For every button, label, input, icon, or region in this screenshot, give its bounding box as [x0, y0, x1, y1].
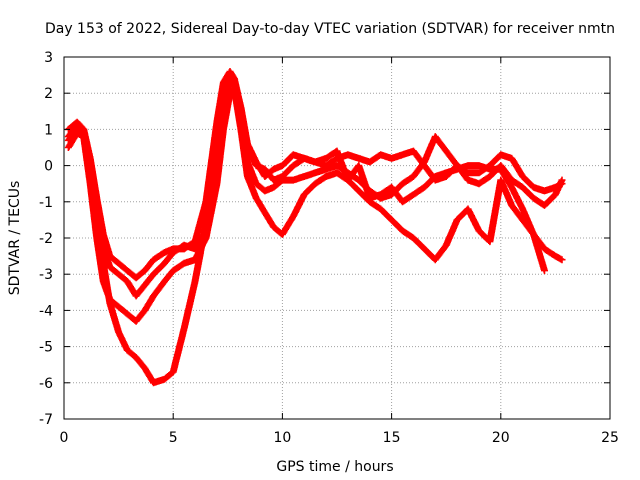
x-tick-label: 0 — [60, 430, 69, 446]
y-tick-label: 2 — [44, 86, 53, 102]
x-tick-label: 15 — [383, 430, 401, 446]
y-tick-label: -1 — [39, 195, 53, 211]
series-day-4 — [65, 79, 548, 387]
x-axis-label: GPS time / hours — [276, 459, 393, 475]
chart-title: Day 153 of 2022, Sidereal Day-to-day VTE… — [45, 21, 615, 37]
series-markers — [65, 79, 548, 387]
grid — [64, 57, 610, 419]
y-tick-label: -7 — [39, 412, 53, 428]
x-tick-label: 25 — [601, 430, 619, 446]
axes: 0 5 10 15 20 25 -7 -6 -5 -4 -3 -2 -1 0 1 2 3 — [39, 50, 619, 446]
y-tick-label: 1 — [44, 122, 53, 138]
y-tick-label: -5 — [39, 340, 53, 356]
data-points — [65, 68, 566, 386]
y-tick-label: -3 — [39, 267, 53, 283]
y-tick-label: 3 — [44, 50, 53, 66]
y-tick-label: -4 — [39, 303, 53, 319]
y-tick-label: -2 — [39, 231, 53, 247]
x-tick-label: 5 — [169, 430, 178, 446]
x-tick-label: 10 — [273, 430, 291, 446]
x-tick-label: 20 — [492, 430, 510, 446]
y-axis-label: SDTVAR / TECUs — [7, 181, 23, 296]
sdtvar-chart: Day 153 of 2022, Sidereal Day-to-day VTE… — [0, 0, 640, 480]
y-tick-label: -6 — [39, 376, 53, 392]
y-tick-label: 0 — [44, 159, 53, 175]
